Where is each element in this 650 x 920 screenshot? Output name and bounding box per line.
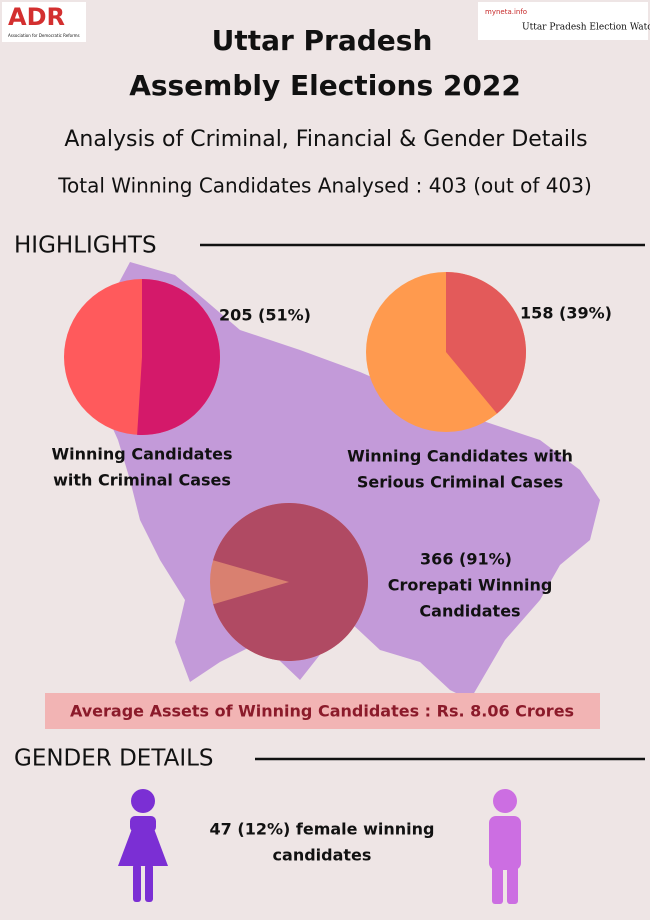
pie-caption: with Criminal Cases (53, 471, 231, 490)
logo-left-box (2, 2, 86, 42)
assets-text: Average Assets of Winning Candidates : R… (70, 702, 574, 721)
title-line: Assembly Elections 2022 (129, 69, 521, 102)
total: Total Winning Candidates Analysed : 403 … (57, 174, 592, 198)
assets-box (45, 693, 600, 729)
male-icon (489, 789, 521, 904)
pie-wedge (137, 279, 220, 435)
gender-text: 47 (12%) female winning (210, 820, 435, 839)
title-line: Uttar Pradesh (212, 24, 433, 57)
value-label: 366 (91%) (420, 550, 512, 569)
logo-right-small: myneta.info (485, 8, 527, 16)
pies: 205 (51%) Winning Candidates with Criminal… (52, 272, 612, 662)
pie-wedge (446, 272, 526, 414)
pie-caption: Crorepati Winning (388, 576, 553, 595)
section-heading: GENDER DETAILS (14, 746, 214, 772)
logo-right: Uttar Pradesh Election Watch (522, 23, 650, 33)
pie-wedge (213, 503, 369, 662)
pie-caption: Winning Candidates (52, 445, 233, 464)
logo-left: ADR (8, 3, 65, 31)
value-label: 205 (51%) (219, 306, 311, 325)
section-heading: HIGHLIGHTS (14, 233, 157, 259)
pie-caption: Serious Criminal Cases (357, 473, 563, 492)
pie-caption: Winning Candidates with (347, 447, 573, 466)
logo-left-sub: Association for Democratic Reforms (8, 33, 80, 38)
value-label: 158 (39%) (520, 304, 612, 323)
logo-right-box (478, 2, 648, 40)
female-icon (118, 789, 168, 902)
pie-caption: Candidates (419, 602, 520, 621)
gender-text: candidates (273, 846, 372, 865)
subtitle: Analysis of Criminal, Financial & Gender… (64, 127, 587, 152)
